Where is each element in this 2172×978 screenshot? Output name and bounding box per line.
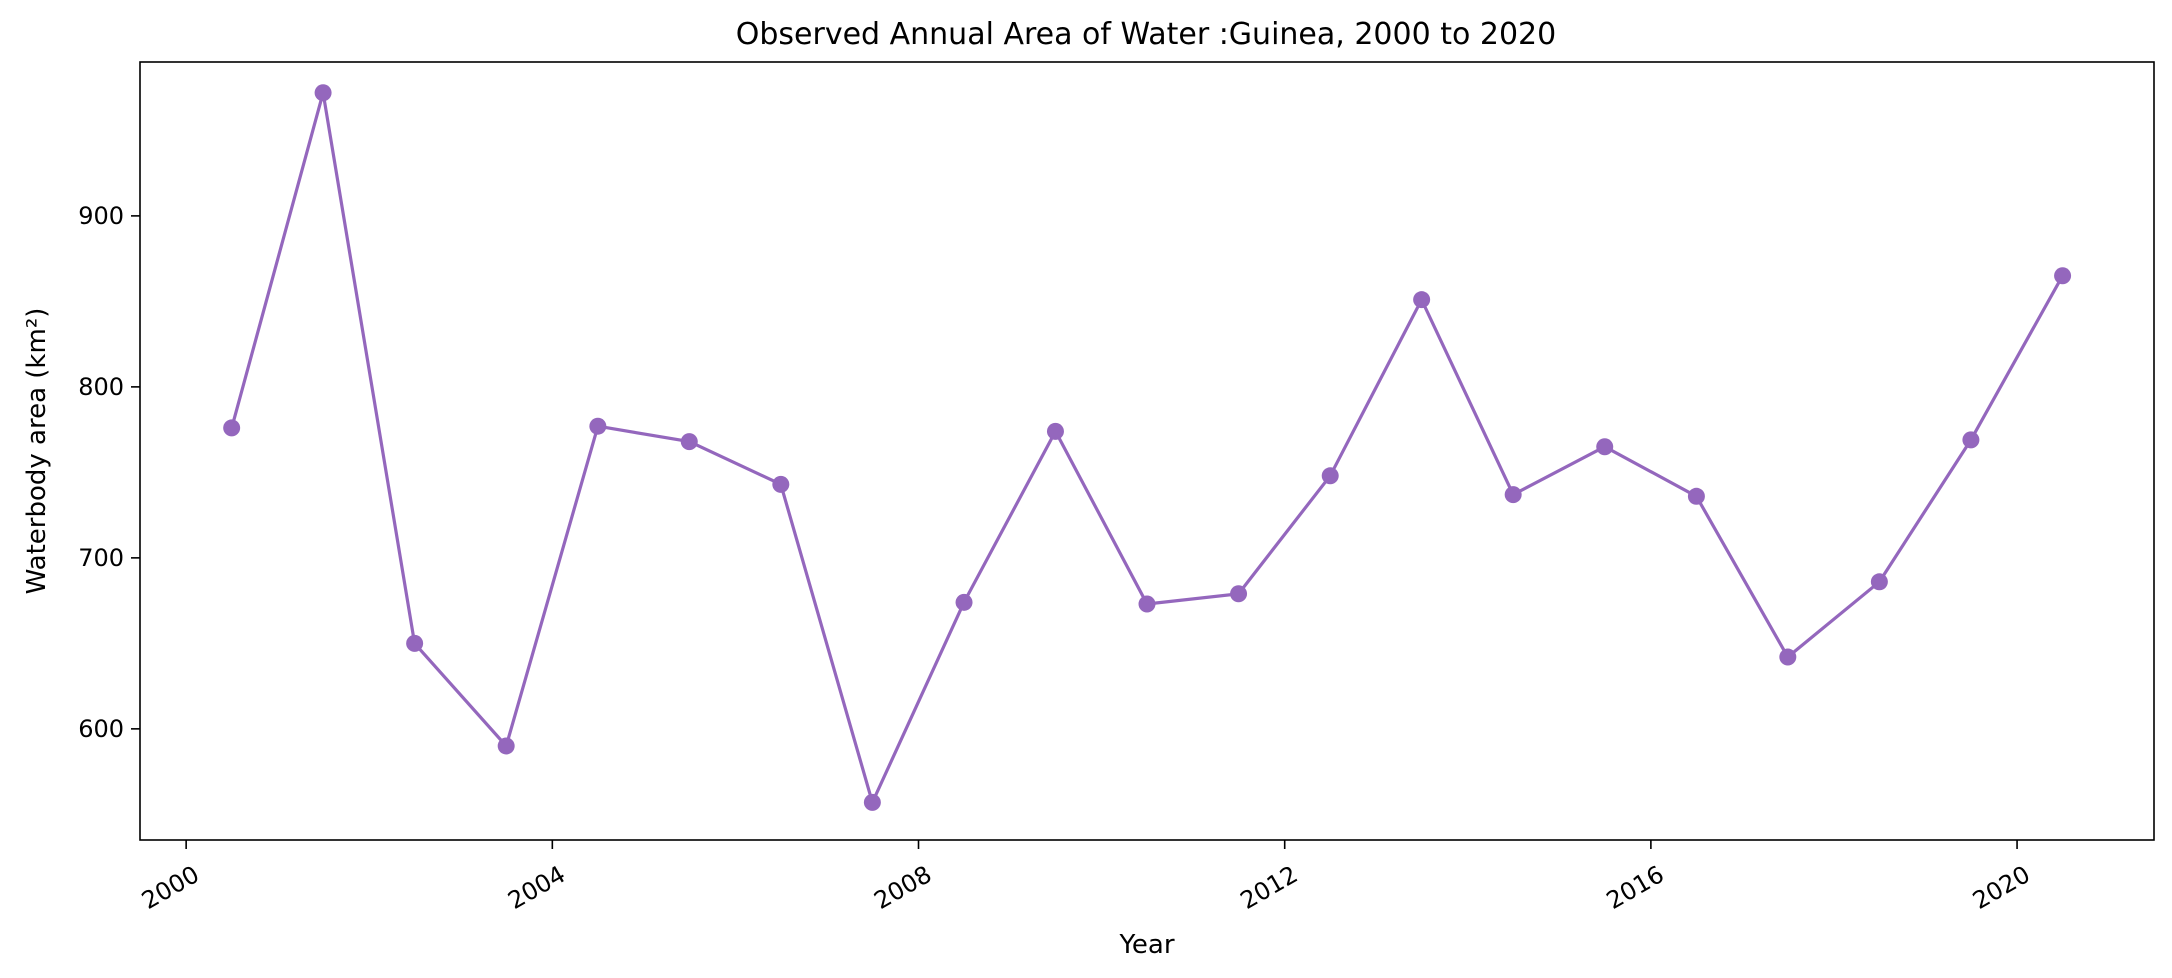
- data-point: [1687, 487, 1705, 505]
- data-point: [406, 634, 424, 652]
- x-axis: 2000 2004 2008 2012 2016 2020: [137, 840, 2035, 915]
- data-point: [863, 793, 881, 811]
- x-tick-label: 2016: [1602, 860, 1669, 915]
- data-point: [1962, 431, 1980, 449]
- data-point: [1138, 595, 1156, 613]
- x-tick-label: 2004: [503, 860, 570, 915]
- data-point: [680, 433, 698, 451]
- data-point: [497, 737, 515, 755]
- data-point: [1321, 467, 1339, 485]
- data-point: [2054, 267, 2072, 285]
- series-line: [230, 92, 2064, 807]
- x-tick-label: 2008: [869, 860, 936, 915]
- x-axis-label: Year: [1118, 930, 1174, 960]
- x-tick-label: 2012: [1236, 860, 1303, 915]
- plot-area: [139, 61, 2155, 841]
- data-point: [589, 417, 607, 435]
- data-point: [314, 84, 332, 102]
- data-point: [1230, 585, 1248, 603]
- y-tick-label: 800: [78, 373, 124, 401]
- data-point: [1046, 422, 1064, 440]
- y-axis: 600 700 800 900: [78, 202, 140, 743]
- x-tick-label: 2000: [137, 860, 204, 915]
- data-point: [1413, 291, 1431, 309]
- data-point: [1596, 438, 1614, 456]
- x-tick-label: 2020: [1968, 860, 2035, 915]
- y-tick-label: 900: [78, 202, 124, 230]
- y-tick-label: 600: [78, 715, 124, 743]
- data-point: [772, 475, 790, 493]
- y-tick-label: 700: [78, 544, 124, 572]
- data-point: [1870, 573, 1888, 591]
- chart-title: Observed Annual Area of Water :Guinea, 2…: [736, 17, 1556, 52]
- y-axis-label: Waterbody area (km²): [22, 308, 52, 595]
- data-point: [1779, 648, 1797, 666]
- data-point: [223, 419, 241, 437]
- data-point: [955, 593, 973, 611]
- data-points: [223, 84, 2072, 811]
- data-point: [1504, 486, 1522, 504]
